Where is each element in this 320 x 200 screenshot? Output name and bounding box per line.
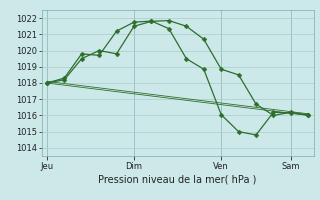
X-axis label: Pression niveau de la mer( hPa ): Pression niveau de la mer( hPa )	[99, 175, 257, 185]
